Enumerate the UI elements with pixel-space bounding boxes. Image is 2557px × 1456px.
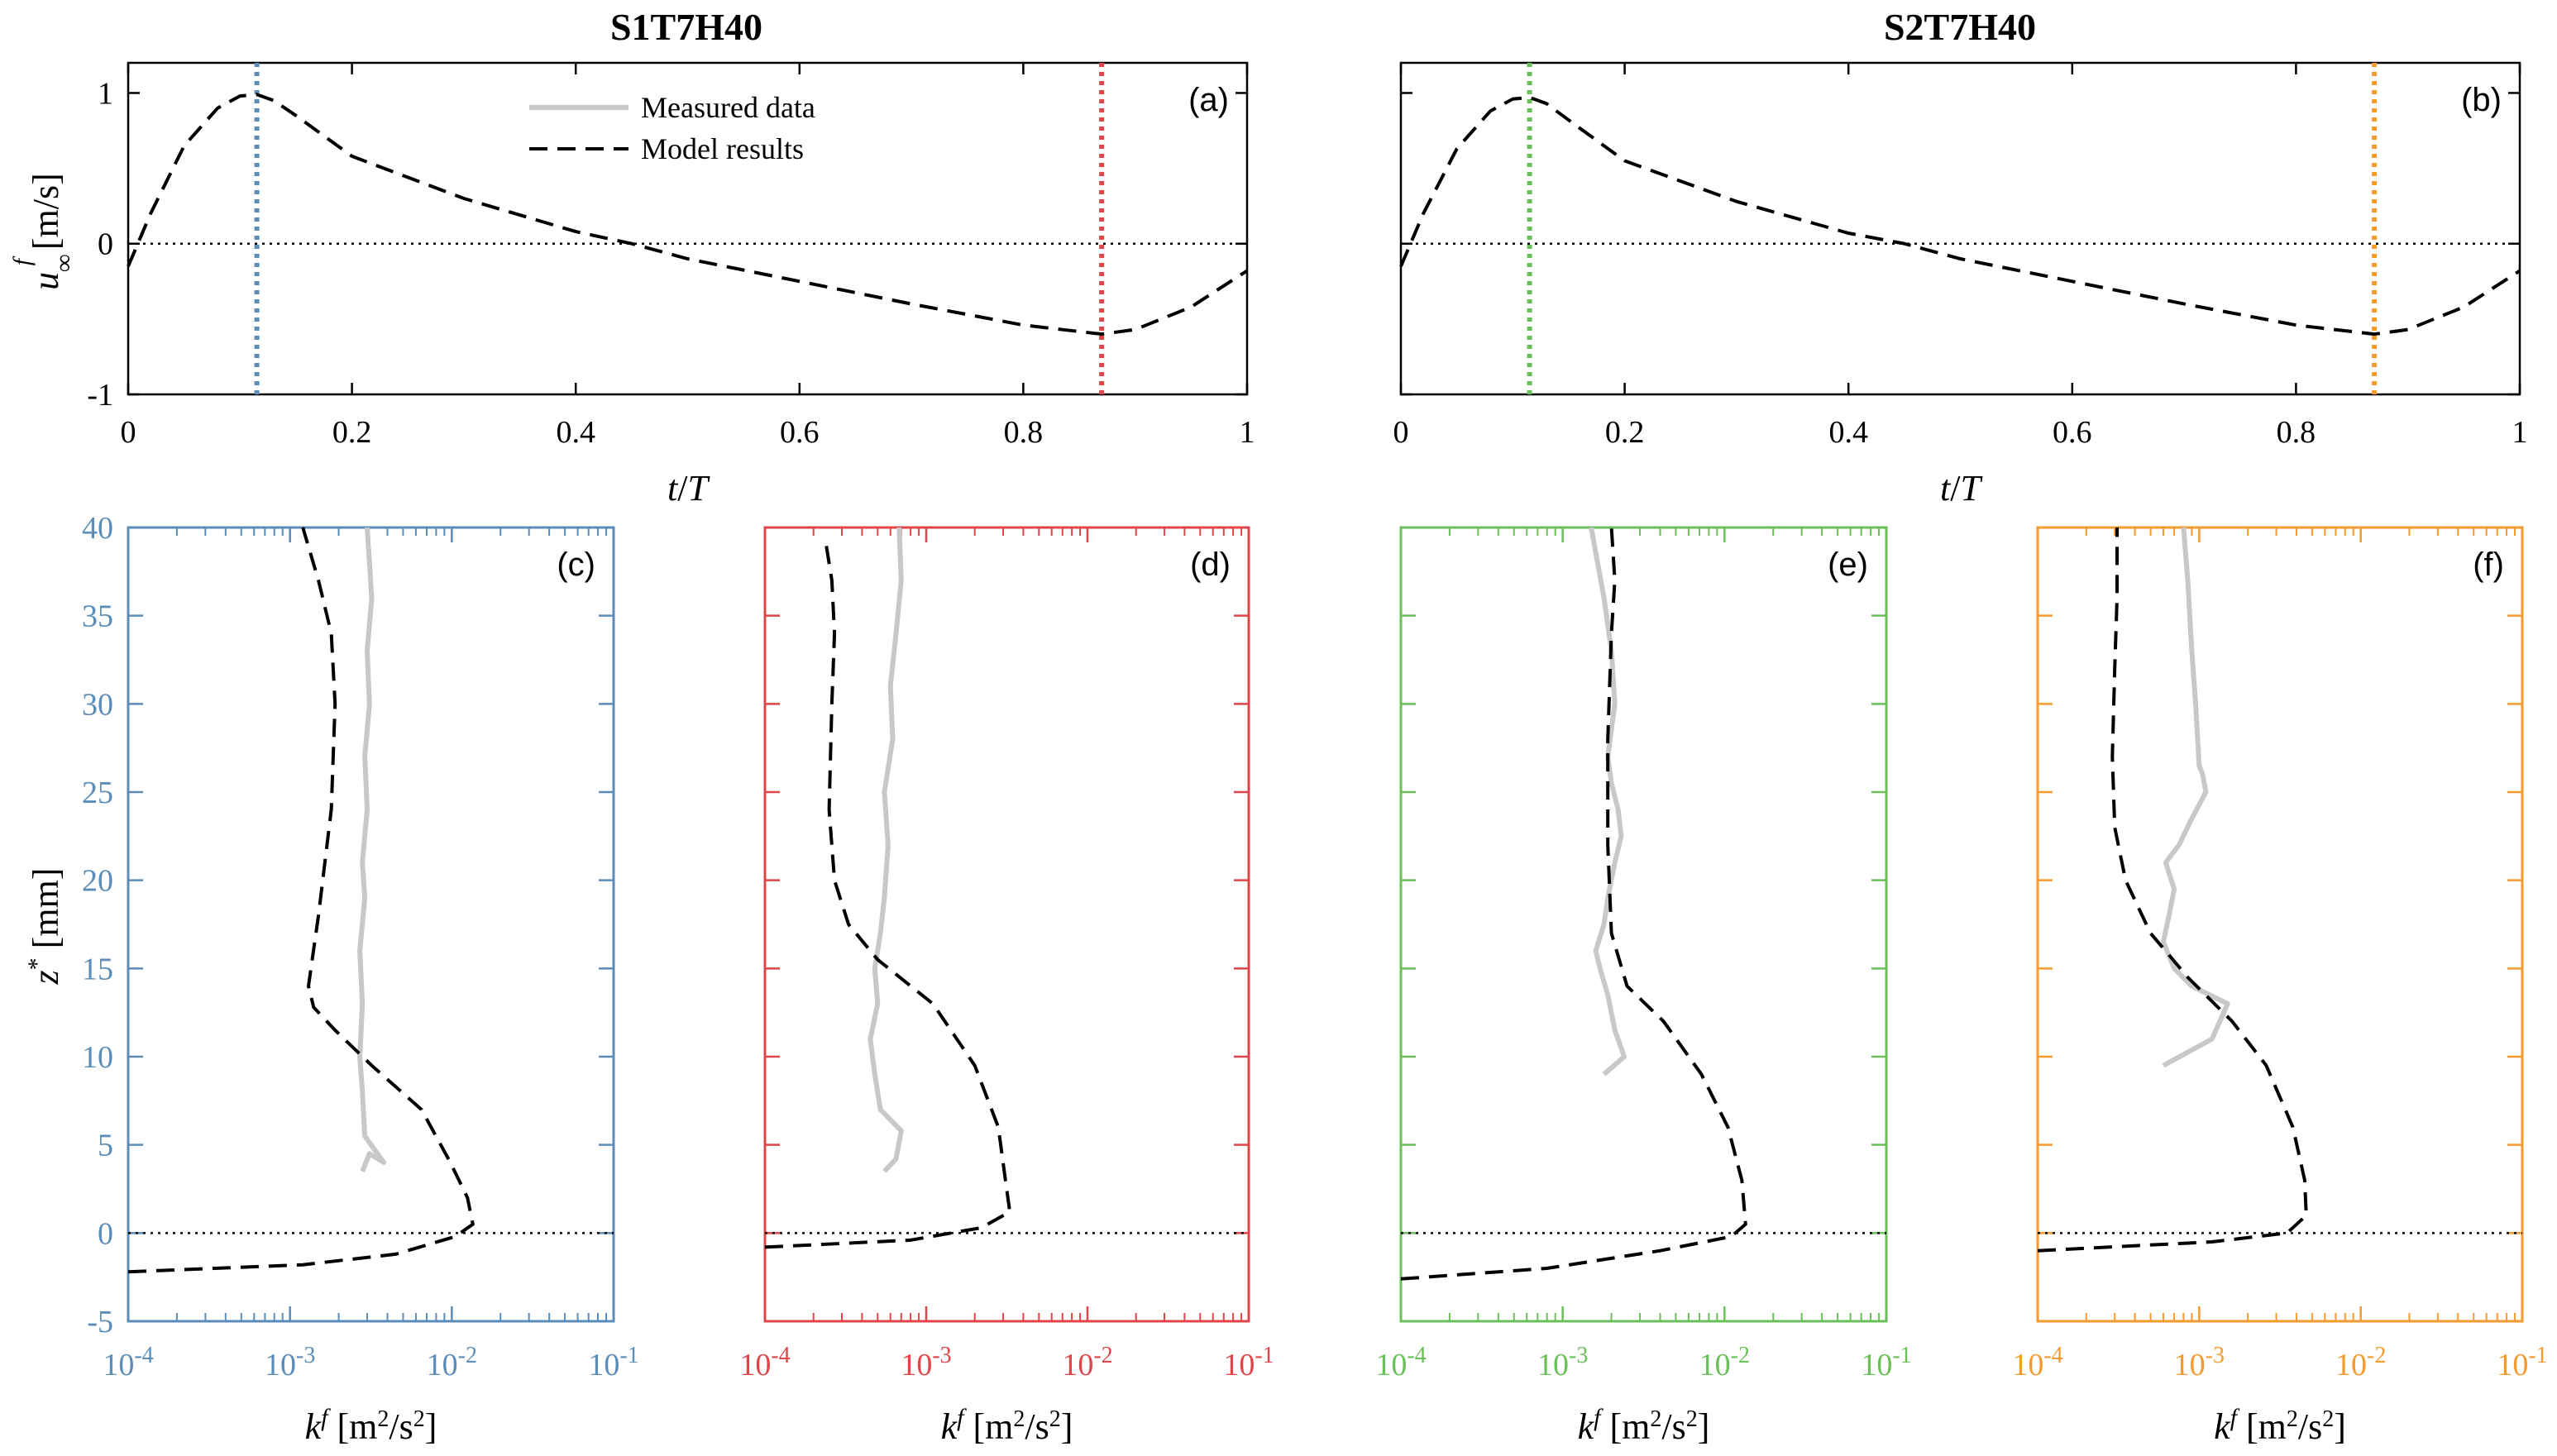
x-tick-label: 0.4 [1828, 415, 1868, 450]
model-curve [764, 544, 1012, 1249]
y-tick-label: 0 [98, 227, 113, 262]
x-tick-label: 10-4 [103, 1343, 153, 1383]
x-tick-label: 0.8 [2277, 415, 2316, 450]
y-tick-label: 30 [82, 687, 113, 722]
x-axis-label: kf [m2/s2] [941, 1404, 1073, 1448]
x-tick-label: 10-1 [2497, 1343, 2547, 1383]
y-tick-label: 25 [82, 776, 113, 810]
axes-box-(d) [763, 526, 1250, 1323]
x-axis-label: kf [m2/s2] [2214, 1404, 2346, 1448]
axes-box-(f) [2036, 526, 2524, 1323]
x-tick-label: 10-3 [901, 1343, 951, 1383]
model-curve [127, 93, 1249, 337]
y-tick-label: 0 [98, 1216, 113, 1251]
panel-letter: (e) [1828, 547, 1868, 583]
x-tick-label: 10-4 [2012, 1343, 2062, 1383]
panel-letter: (f) [2473, 547, 2504, 583]
x-axis-label: t/T [1940, 468, 1983, 508]
y-tick-label: 1 [98, 76, 113, 111]
y-axis-label-bottom: z* [mm] [23, 868, 67, 986]
x-tick-label: 10-2 [1699, 1343, 1750, 1383]
panel-letter: (a) [1188, 82, 1229, 118]
panel-letter: (d) [1190, 547, 1231, 583]
y-tick-label: -5 [87, 1305, 113, 1339]
y-axis-label-group: u∞f [m/s] [8, 173, 78, 290]
y-tick-label: 15 [82, 952, 113, 986]
y-tick-label: 5 [98, 1129, 113, 1163]
x-axis-label: kf [m2/s2] [1578, 1404, 1710, 1448]
x-tick-label: 0.2 [332, 415, 372, 450]
axes-box-1 [1399, 61, 2521, 396]
axes-box-(c) [127, 526, 615, 1323]
x-tick-label: 0.4 [556, 415, 595, 450]
y-tick-label: 20 [82, 864, 113, 899]
model-curve [1400, 527, 1747, 1281]
y-axis-label: u∞f [m/s] [8, 173, 78, 290]
axes-box-0 [127, 61, 1249, 396]
measured-curve [867, 527, 904, 1173]
x-tick-label: 10-3 [2174, 1343, 2225, 1383]
x-tick-label: 10-3 [1537, 1343, 1588, 1383]
x-tick-label: 10-1 [1861, 1343, 1911, 1383]
x-tick-label: 10-2 [1062, 1343, 1112, 1383]
y-axis-label-group-bottom: z* [mm] [23, 868, 67, 986]
x-tick-label: 1 [2512, 415, 2528, 450]
measured-curve [357, 527, 387, 1172]
x-tick-label: 10-2 [427, 1343, 477, 1383]
x-axis-label: t/T [667, 468, 710, 508]
x-tick-label: 10-1 [1223, 1343, 1274, 1383]
title-s2: S2T7H40 [1884, 6, 2036, 48]
x-tick-label: 10-1 [588, 1343, 638, 1383]
y-tick-label: 40 [82, 511, 113, 546]
x-tick-label: 10-4 [1375, 1343, 1426, 1383]
x-tick-label: 0.6 [2053, 415, 2092, 450]
title-s1: S1T7H40 [610, 6, 762, 48]
x-tick-label: 0.8 [1004, 415, 1044, 450]
y-tick-label: 10 [82, 1040, 113, 1075]
panel-letter: (c) [557, 547, 595, 583]
measured-curve [1589, 527, 1627, 1076]
x-tick-label: 0.6 [780, 415, 820, 450]
x-tick-label: 0 [1393, 415, 1409, 450]
model-curve [2037, 528, 2308, 1253]
x-tick-label: 0 [121, 415, 136, 450]
chart-root: 0 0.2 0.4 0.6 0.8 1-101 (a)t/T0 0.2 0.4 0.6 0.8 1(b… [8, 61, 2548, 1448]
axes-box-(e) [1399, 526, 1888, 1323]
x-tick-label: 10-4 [739, 1343, 790, 1383]
panel-letter: (b) [2461, 82, 2502, 118]
x-tick-label: 10-3 [265, 1343, 315, 1383]
x-tick-label: 0.2 [1605, 415, 1645, 450]
model-curve [1399, 95, 2521, 337]
x-axis-label: kf [m2/s2] [305, 1404, 437, 1448]
legend-measured-label: Measured data [641, 91, 815, 124]
x-tick-label: 1 [1240, 415, 1255, 450]
x-tick-label: 10-2 [2335, 1343, 2386, 1383]
model-curve [127, 527, 476, 1274]
y-tick-label: 35 [82, 599, 113, 634]
y-tick-label: -1 [87, 378, 113, 413]
legend-model-label: Model results [641, 132, 804, 165]
